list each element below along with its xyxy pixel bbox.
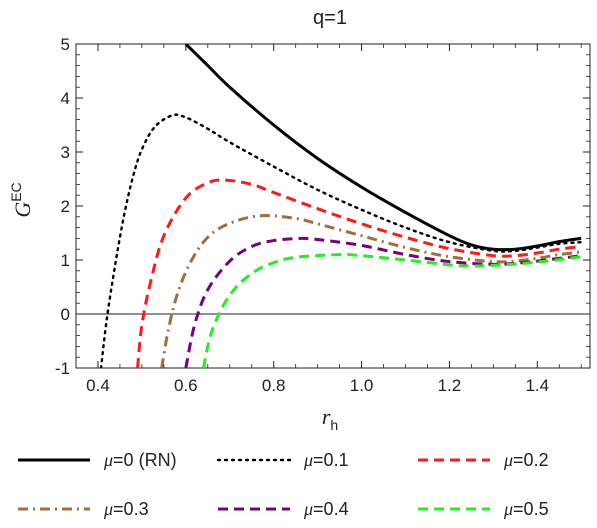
y-tick-label: -1 xyxy=(55,359,70,378)
legend-label-5: μ=0.5 xyxy=(503,499,549,519)
x-tick-label: 1.4 xyxy=(525,376,549,395)
x-tick-label: 1.0 xyxy=(350,376,374,395)
series-line-0 xyxy=(184,44,582,252)
series-line-2 xyxy=(136,178,582,368)
plot-frame xyxy=(75,43,591,369)
y-axis-label-sup: EC xyxy=(8,182,24,201)
y-tick-label: 3 xyxy=(61,143,70,162)
legend-label-3: μ=0.3 xyxy=(103,499,149,519)
y-tick-label: 4 xyxy=(61,89,70,108)
chart-title: q=1 xyxy=(313,7,347,29)
series-line-5 xyxy=(201,253,582,368)
legend-label-1: μ=0.1 xyxy=(303,450,349,470)
legend-label-0: μ=0 (RN) xyxy=(103,450,177,470)
x-tick-label: 0.8 xyxy=(262,376,286,395)
legend-label-2: μ=0.2 xyxy=(503,450,549,470)
y-axis-label: GEC xyxy=(8,182,35,217)
legend: μ=0 (RN) μ=0.1 μ=0.2 μ=0.3 μ=0.4 μ=0.5 xyxy=(18,450,549,519)
y-tick-label: 1 xyxy=(61,251,70,270)
series-line-1 xyxy=(99,113,583,368)
x-axis-label-main: r xyxy=(322,404,331,429)
series-group xyxy=(99,44,583,368)
y-axis-ticks: -1 0 1 2 3 4 5 xyxy=(55,35,590,378)
x-axis-label-sub: h xyxy=(330,417,338,433)
y-axis-label-main: G xyxy=(10,202,35,218)
y-tick-label: 0 xyxy=(61,305,70,324)
x-tick-label: 0.6 xyxy=(174,376,198,395)
x-axis-ticks: 0.4 0.6 0.8 1.0 1.2 1.4 xyxy=(75,44,582,395)
y-tick-label: 2 xyxy=(61,197,70,216)
x-axis-label: rh xyxy=(322,404,338,433)
y-tick-label: 5 xyxy=(61,35,70,54)
legend-label-4: μ=0.4 xyxy=(303,499,349,519)
x-tick-label: 1.2 xyxy=(438,376,462,395)
x-tick-label: 0.4 xyxy=(86,376,110,395)
series-line-3 xyxy=(160,214,582,368)
plot-border xyxy=(75,43,591,369)
